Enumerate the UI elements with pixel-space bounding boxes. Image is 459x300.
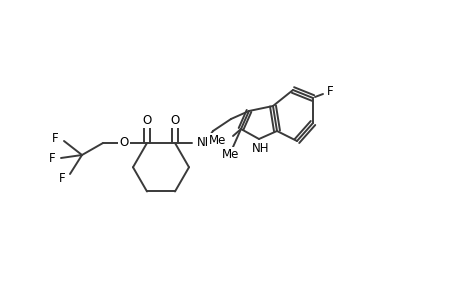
Text: F: F [51, 131, 58, 145]
Text: F: F [59, 172, 65, 184]
Text: F: F [326, 85, 333, 98]
Text: NH: NH [196, 136, 214, 149]
Text: NH: NH [252, 142, 269, 155]
Text: O: O [170, 113, 179, 127]
Text: O: O [142, 113, 151, 127]
Text: O: O [119, 136, 129, 149]
Text: Me: Me [222, 148, 239, 161]
Text: Me: Me [208, 134, 225, 148]
Text: F: F [49, 152, 55, 164]
